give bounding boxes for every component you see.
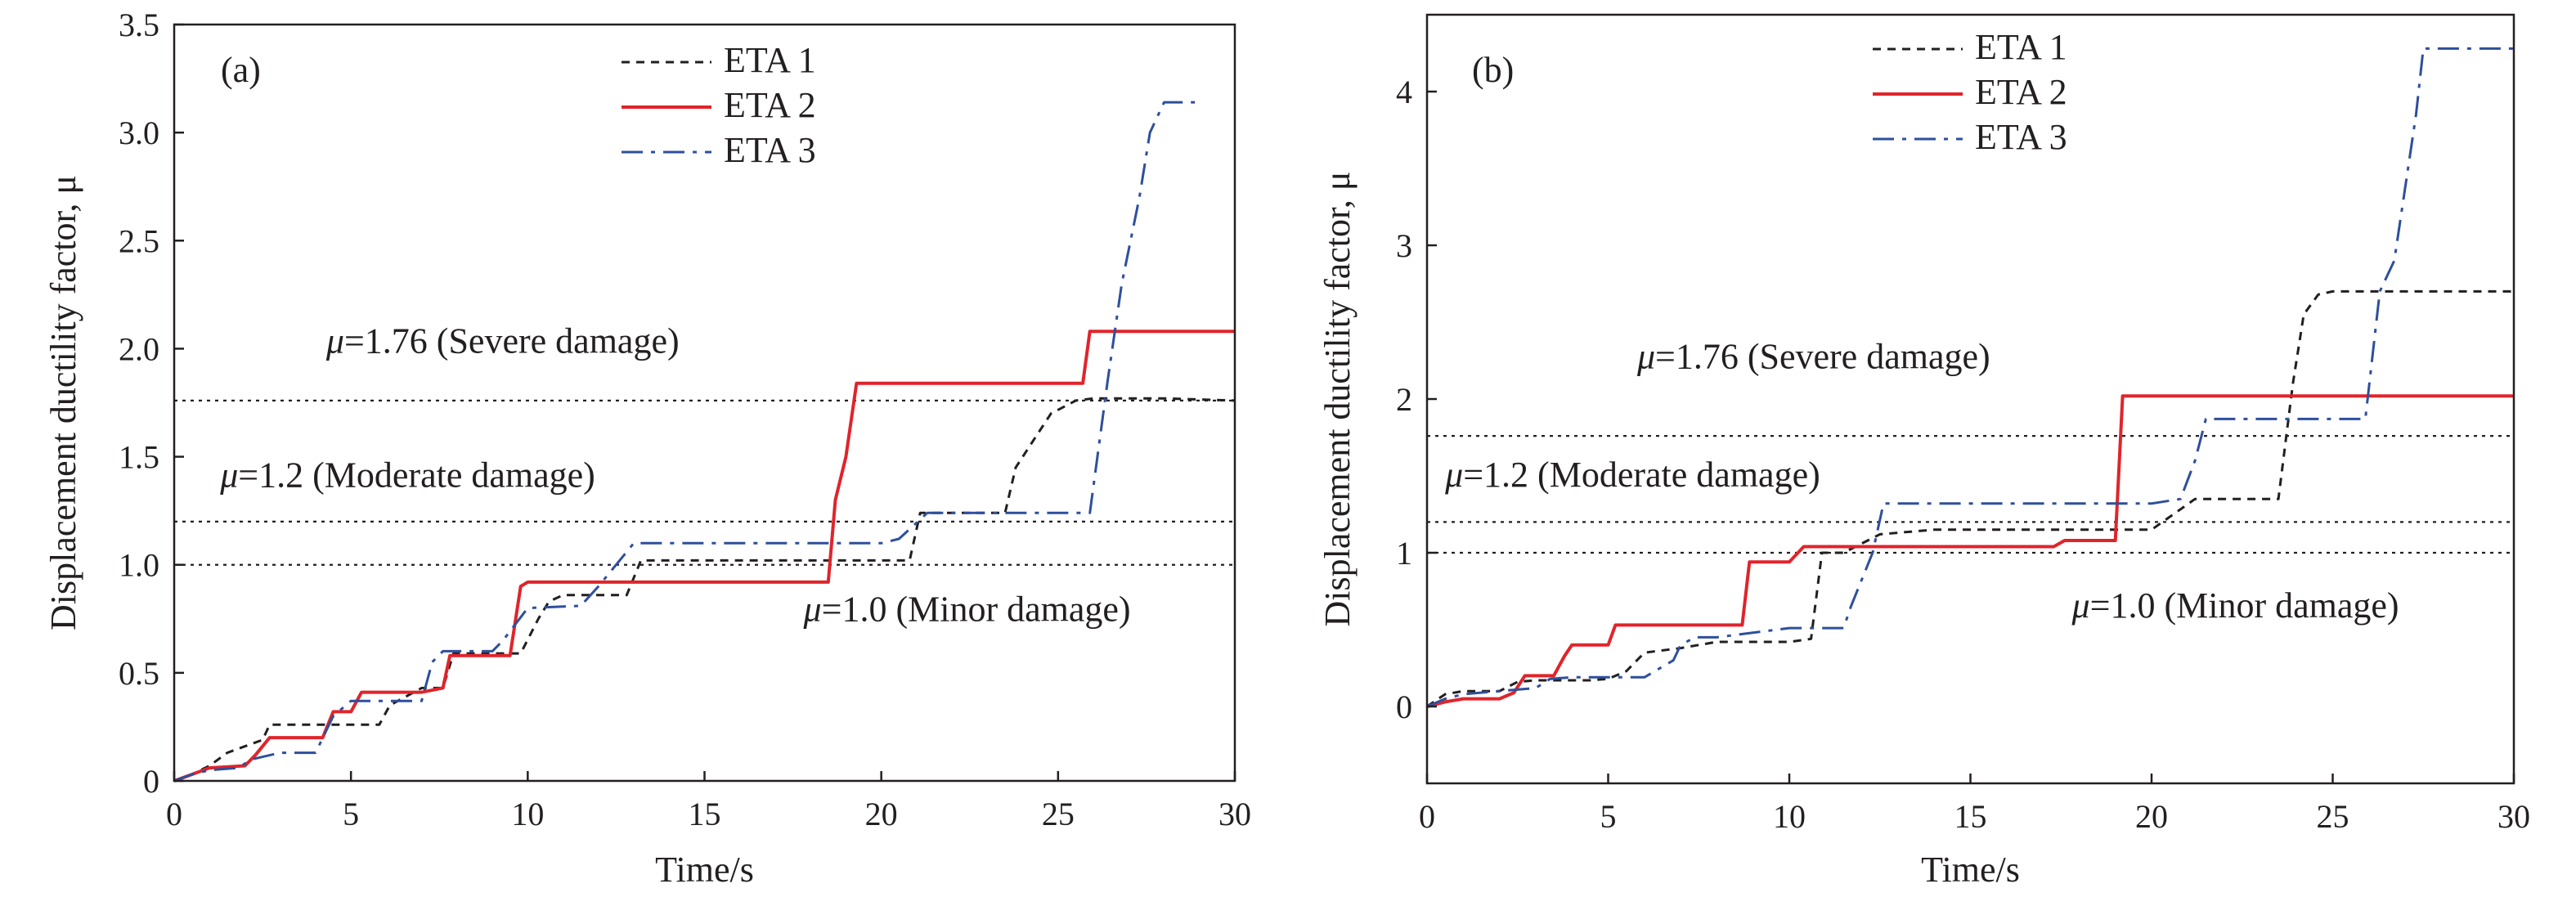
- x-tick-label: 5: [343, 796, 359, 832]
- threshold-annotation: μ=1.76 (Severe damage): [325, 321, 680, 361]
- x-tick-label: 30: [1218, 796, 1251, 832]
- x-tick-label: 20: [2135, 798, 2168, 835]
- legend-entry: ETA 1: [724, 40, 816, 80]
- x-tick-label: 10: [1773, 798, 1806, 835]
- series-line-eta-2: [173, 330, 1235, 783]
- y-tick-label: 3.0: [119, 114, 159, 151]
- x-tick-label: 25: [2317, 798, 2349, 835]
- series-line-eta-1: [173, 397, 1236, 783]
- x-tick-label: 15: [689, 796, 721, 832]
- x-tick-label: 20: [865, 796, 898, 832]
- y-tick-label: 1.0: [119, 547, 159, 584]
- x-tick-label: 30: [2497, 798, 2530, 835]
- x-tick-label: 25: [1042, 796, 1075, 832]
- plot-frame: [1425, 13, 2515, 785]
- y-tick-label: 0: [1396, 688, 1412, 725]
- y-tick-label: 2.5: [119, 222, 159, 259]
- panel-label: (b): [1472, 50, 1514, 90]
- x-tick-label: 0: [166, 796, 182, 832]
- legend: ETA 1 ETA 2 ETA 3: [1873, 27, 2067, 157]
- series-line-eta-3: [173, 101, 1200, 783]
- x-axis-label: Time/s: [1921, 850, 2020, 890]
- y-axis-label: Displacement ductility factor, μ: [1317, 172, 1358, 627]
- x-tick-label: 5: [1600, 798, 1617, 835]
- threshold-annotation: μ=1.0 (Minor damage): [2071, 585, 2399, 626]
- legend-entry: ETA 2: [1975, 72, 2067, 112]
- chart-panel-b: 0 5 10 15 20 25 30 0 1 2 3 4 Time/s Displacement duct…: [1317, 13, 2530, 890]
- legend-entry: ETA 3: [1975, 117, 2067, 157]
- series-line-eta-2: [1426, 394, 2514, 708]
- x-axis-label: Time/s: [655, 850, 754, 890]
- threshold-annotation: μ=1.2 (Moderate damage): [219, 455, 595, 496]
- threshold-annotation: μ=1.76 (Severe damage): [1636, 336, 1990, 376]
- y-tick-label: 1.5: [119, 439, 159, 476]
- x-tick-label: 0: [1419, 798, 1435, 835]
- y-tick-label: 3: [1396, 227, 1412, 264]
- threshold-annotation: μ=1.0 (Minor damage): [803, 589, 1131, 629]
- plot-frame: [173, 23, 1236, 783]
- chart-panel-a: 0 5 10 15 20 25 30 0 0.5 1.0 1.5 2.0 2.5 3.0 3.5 Time/s…: [43, 7, 1251, 890]
- y-tick-label: 1: [1396, 535, 1412, 572]
- legend-entry: ETA 3: [724, 130, 816, 170]
- y-tick-label: 2: [1396, 381, 1412, 418]
- legend-entry: ETA 1: [1975, 27, 2067, 67]
- series-line-eta-3: [1426, 47, 2514, 708]
- y-tick-label: 0: [143, 763, 159, 800]
- legend: ETA 1 ETA 2 ETA 3: [622, 40, 816, 170]
- threshold-annotation: μ=1.2 (Moderate damage): [1444, 455, 1820, 495]
- legend-entry: ETA 2: [724, 85, 816, 125]
- y-tick-label: 2.0: [119, 330, 159, 367]
- panel-label: (a): [221, 50, 261, 90]
- y-tick-label: 4: [1396, 74, 1412, 110]
- y-tick-label: 0.5: [119, 655, 159, 692]
- y-axis-label: Displacement ductility factor, μ: [43, 175, 83, 630]
- series-line-eta-1: [1426, 289, 2514, 708]
- y-tick-label: 3.5: [119, 7, 159, 43]
- x-tick-label: 15: [1954, 798, 1987, 835]
- x-tick-label: 10: [511, 796, 544, 832]
